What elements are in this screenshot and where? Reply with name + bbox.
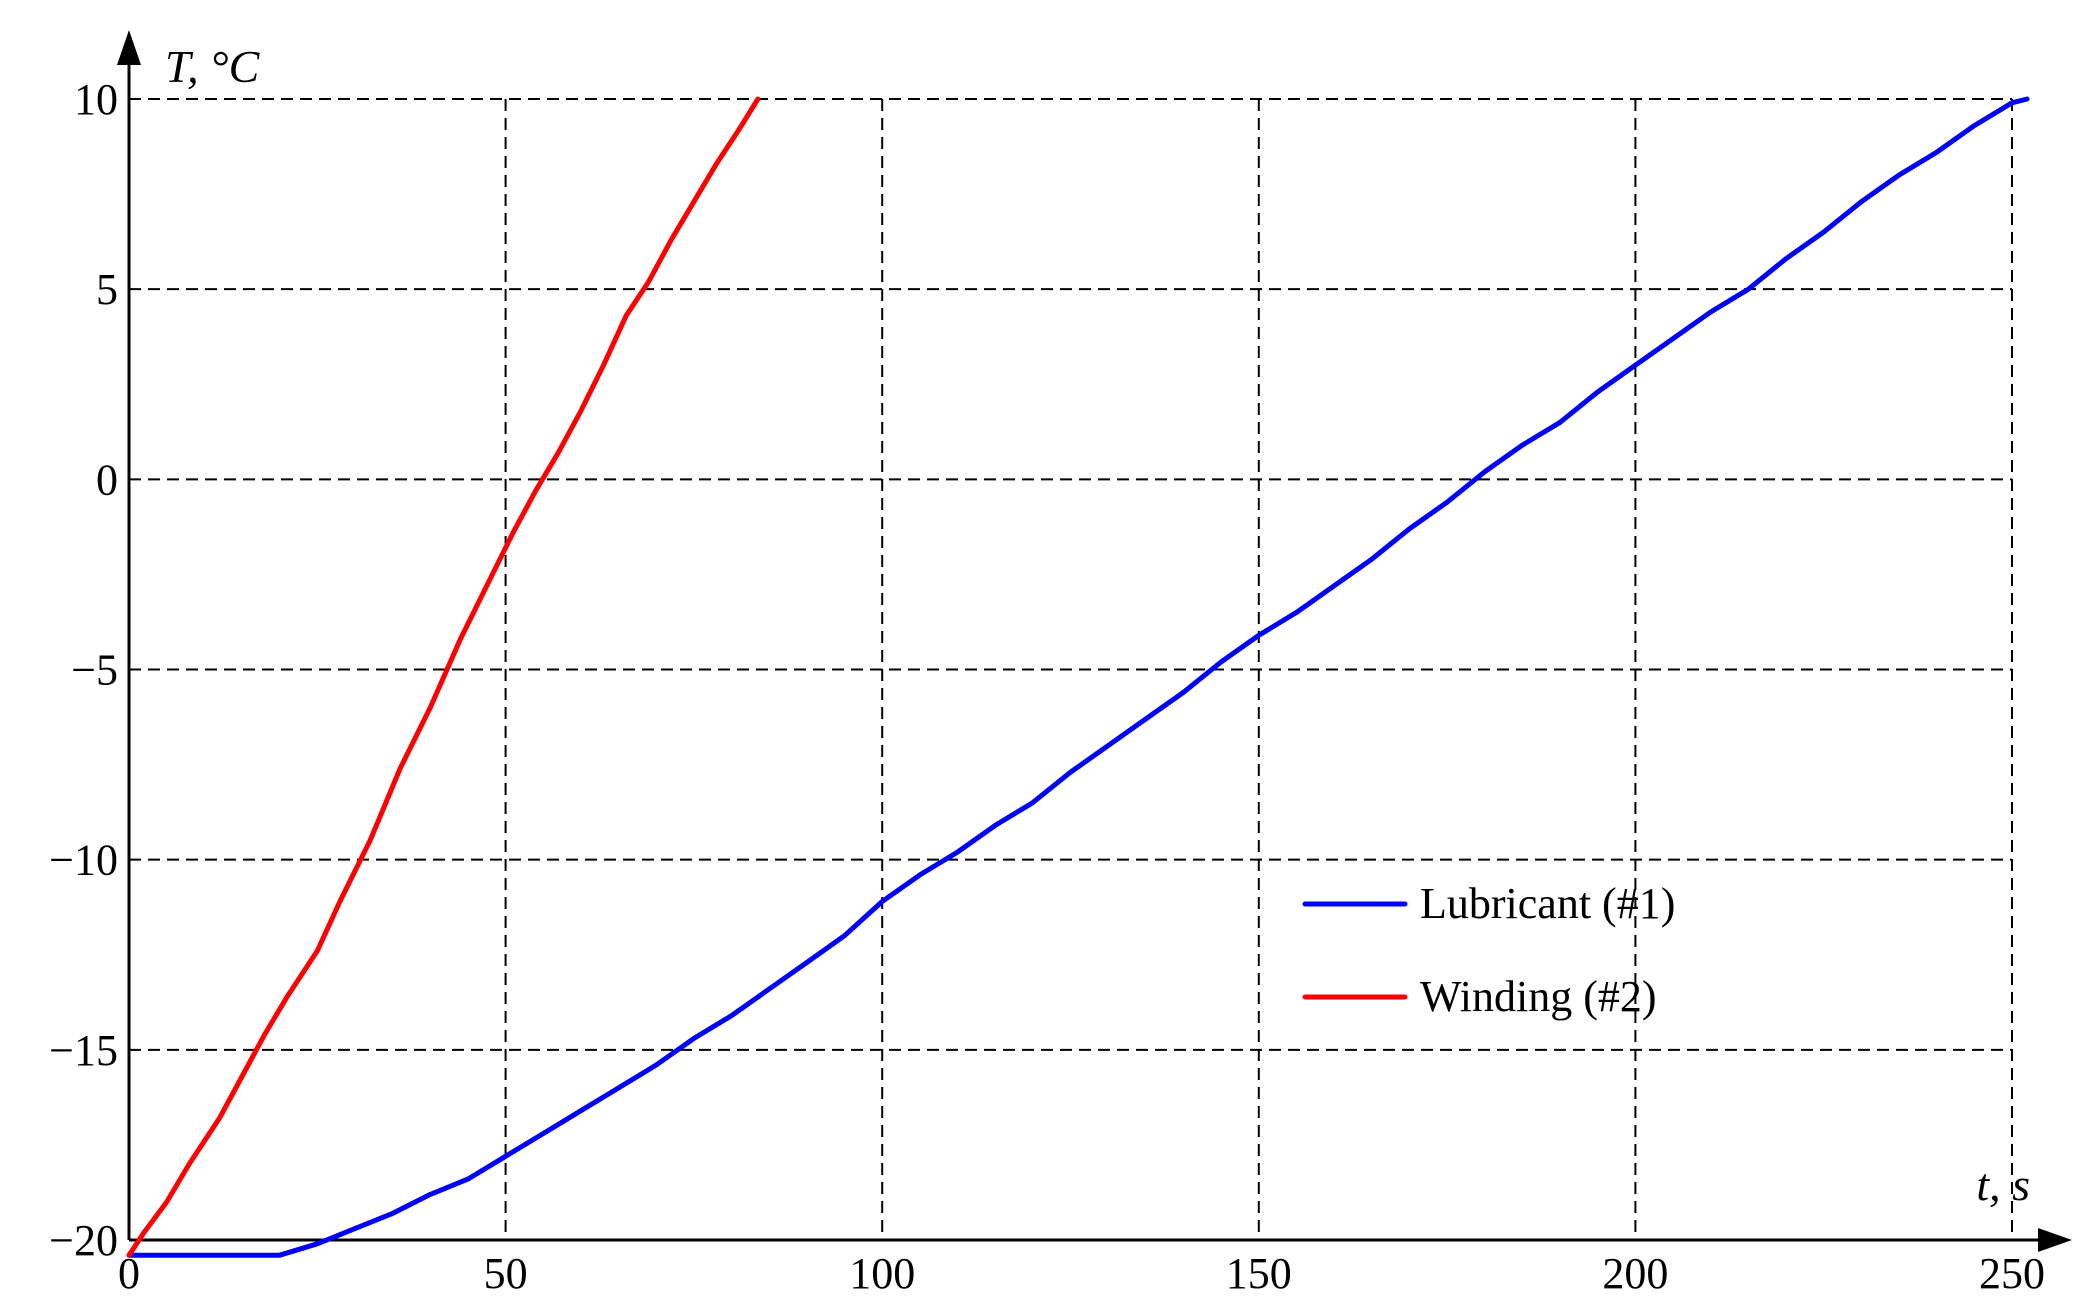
x-tick-label: 250 xyxy=(1979,1249,2045,1298)
grid xyxy=(129,98,2013,1240)
axes xyxy=(117,30,2072,1252)
x-tick-label: 0 xyxy=(118,1249,140,1298)
y-axis-label: T, °C xyxy=(165,41,261,92)
y-axis-arrow xyxy=(117,30,141,65)
series xyxy=(126,96,2030,1258)
y-tick-label: 0 xyxy=(96,455,118,504)
x-tick-label: 200 xyxy=(1602,1249,1668,1298)
x-axis-arrow xyxy=(2038,1228,2072,1252)
x-axis-label: t, s xyxy=(1976,1159,2030,1210)
y-tick-label: 10 xyxy=(74,75,118,124)
legend: Lubricant (#1) Winding (#2) xyxy=(1302,879,1675,1021)
series-line-winding xyxy=(126,96,761,1258)
y-tick-label: −20 xyxy=(49,1216,118,1265)
y-tick-label: −5 xyxy=(71,646,118,695)
y-tick-label: 5 xyxy=(96,265,118,314)
legend-label-lubricant: Lubricant (#1) xyxy=(1420,879,1675,928)
series-line-lubricant xyxy=(126,96,2030,1258)
x-tick-label: 100 xyxy=(849,1249,915,1298)
x-tick-label: 150 xyxy=(1226,1249,1292,1298)
legend-label-winding: Winding (#2) xyxy=(1420,972,1657,1021)
y-tick-label: −10 xyxy=(49,836,118,885)
tick-labels: 0 50 100 150 200 250 −20 −15 −10 −5 0 5 10 xyxy=(49,75,2045,1298)
x-tick-label: 50 xyxy=(484,1249,528,1298)
y-tick-label: −15 xyxy=(49,1026,118,1075)
